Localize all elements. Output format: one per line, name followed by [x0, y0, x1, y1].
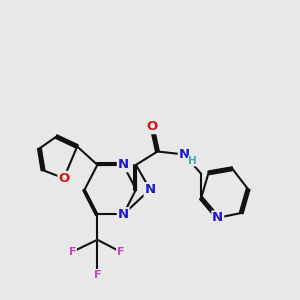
Text: H: H [188, 156, 197, 166]
Text: N: N [212, 211, 223, 224]
Text: O: O [58, 172, 69, 185]
Text: N: N [118, 158, 129, 171]
Text: N: N [144, 183, 156, 196]
Text: N: N [178, 148, 190, 161]
Text: F: F [94, 270, 101, 280]
Text: N: N [118, 208, 129, 221]
Text: O: O [146, 120, 158, 133]
Text: F: F [116, 247, 124, 256]
Text: F: F [69, 247, 76, 256]
